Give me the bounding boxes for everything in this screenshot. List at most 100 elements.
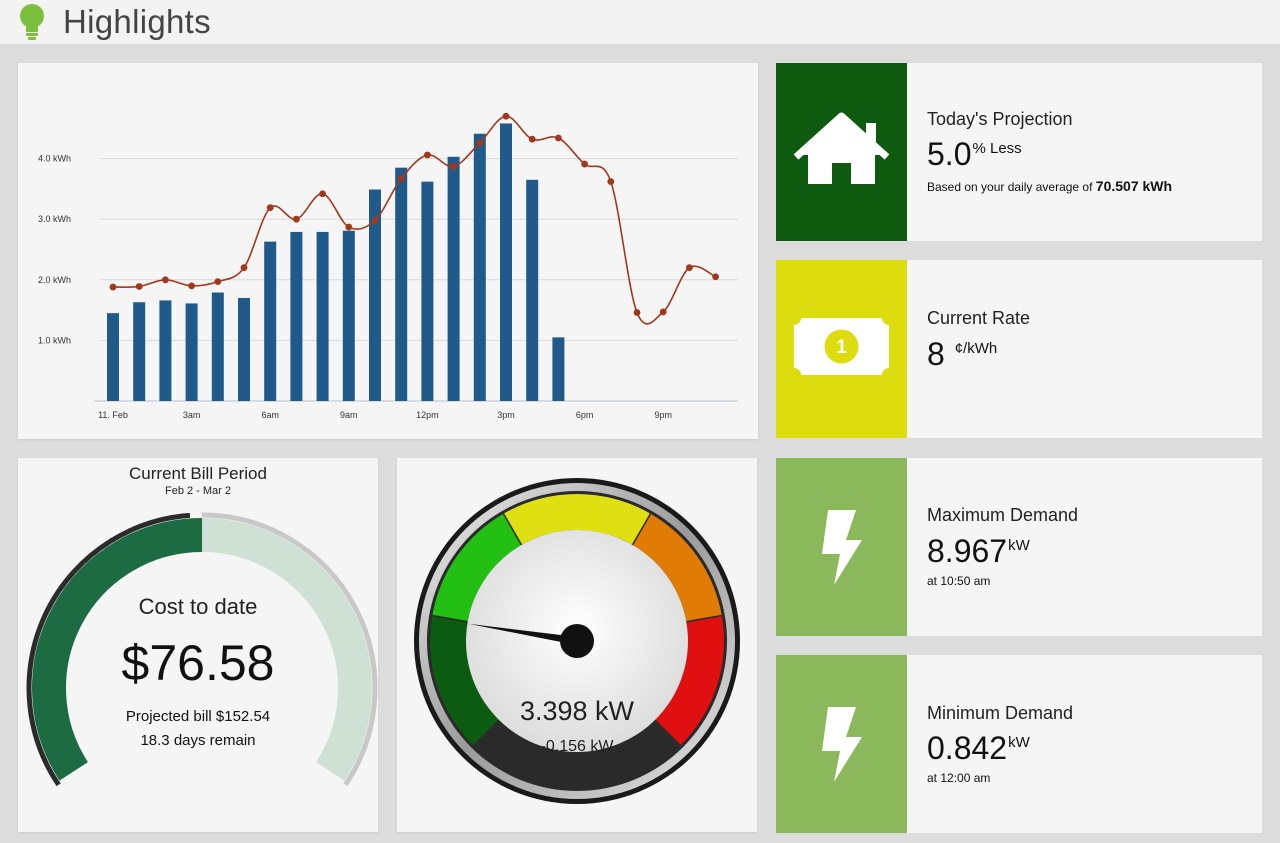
average-point [659,308,667,316]
x-tick-label: 12pm [416,410,439,420]
average-point [397,175,405,182]
bill-period-title: Current Bill Period [129,464,267,483]
min-demand-label: Minimum Demand [927,703,1074,723]
maximum-demand-card: Maximum Demand 8.967kW at 10:50 am [776,458,1262,636]
gauge-band-divider [502,513,523,546]
bill-period-dates: Feb 2 - Mar 2 [164,485,232,497]
average-point [319,190,326,198]
min-demand-value-line: 0.842kW [927,730,1030,767]
min-demand-time: at 12:00 am [927,771,991,785]
svg-text:1: 1 [836,337,847,358]
average-point [345,223,353,231]
usage-chart-panel: 1.0 kWh 2.0 kWh 3.0 kWh 4.0 kWh 11. Feb 3am 6a… [18,63,758,439]
gauge-band-divider [432,614,468,623]
average-point [424,151,431,159]
usage-bar [185,303,198,401]
usage-bar [264,241,277,401]
cost-to-date-label: Cost to date [138,594,258,619]
max-demand-icon-box [776,458,907,636]
usage-bar [395,167,408,401]
top-bar: Highlights [0,0,1280,44]
usage-bar [526,179,539,401]
gauge-hub [560,624,594,658]
average-point [581,160,588,168]
average-point [476,139,484,147]
average-point [188,282,196,290]
x-tick-label: 3am [183,410,201,420]
average-point [135,283,143,290]
average-point [240,264,248,272]
gauge-band [503,494,651,545]
x-tick-label: 6pm [576,410,594,420]
average-point [502,112,510,120]
gauge-band-divider [631,513,652,546]
days-remaining: 18.3 days remain [140,732,256,749]
projection-value: 5.0 [927,136,972,172]
rate-value: 8 [927,336,945,372]
bill-arc-edge [201,512,378,787]
x-tick-label: 11. Feb [98,410,128,420]
max-demand-time: at 10:50 am [927,574,991,588]
usage-bar [342,230,355,401]
current-demand-value: 3.398 kW [519,696,635,726]
usage-bar [447,156,460,401]
rate-unit: ¢/kWh [954,340,998,357]
average-point [162,276,169,284]
max-demand-label: Maximum Demand [927,505,1079,525]
lightbulb-icon [20,4,44,40]
gauge-band-divider [686,614,722,623]
min-demand-icon-box [776,655,907,833]
average-point [214,278,222,286]
rate-icon-box: 1 [776,260,907,438]
rate-value-line: 8 ¢/kWh [927,336,997,373]
projection-sub: Based on your daily average of 70.507 kW… [927,178,1172,194]
usage-bar [421,181,434,401]
max-demand-unit: kW [1008,537,1030,554]
average-point [450,163,457,170]
usage-bar [552,337,565,401]
bill-arc-progress [32,518,203,781]
y-tick-label: 3.0 kWh [38,214,71,224]
projection-label: Today's Projection [927,109,1073,129]
usage-bar [290,231,303,401]
y-tick-label: 4.0 kWh [38,154,71,164]
usage-bar [500,123,512,401]
bill-period-panel: Current Bill Period Feb 2 - Mar 2 Cost t… [18,458,378,832]
y-tick-label: 2.0 kWh [38,275,71,285]
y-tick-label: 1.0 kWh [38,335,71,345]
gauge-color-bands [430,494,724,745]
x-tick-label: 6am [261,410,279,420]
projection-unit: % Less [972,140,1022,157]
gauge-band [430,615,499,745]
todays-projection-card: Today's Projection 5.0% Less Based on yo… [776,63,1262,241]
projection-sub-prefix: Based on your daily average of [927,180,1093,194]
average-point [109,283,117,291]
projection-icon-box [776,63,907,241]
max-demand-value: 8.967 [927,533,1008,569]
demand-change-value: -0.156 kW [540,738,614,755]
average-point [371,217,379,224]
rate-label: Current Rate [927,308,1031,328]
average-point [686,264,693,272]
gauge-band [655,615,724,745]
average-point [528,135,536,143]
demand-gauge-panel: 3.398 kW -0.156 kW [397,458,757,832]
bill-arc-remaining [201,518,372,781]
lightning-icon [822,707,862,782]
usage-bar [316,231,329,401]
gauge-needle-shape [468,623,578,645]
gauge-band [632,513,722,622]
average-point [555,134,562,142]
bill-arc-edge [26,512,191,787]
average-point [633,309,641,316]
current-rate-card: 1 Current Rate 8 ¢/kWh [776,260,1262,438]
bill-progress-arc [26,512,378,787]
average-point [607,178,615,186]
usage-bar [473,133,486,401]
average-point [712,273,719,281]
gauge-band [432,513,522,622]
projected-bill: Projected bill $152.54 [125,708,271,725]
projection-value-line: 5.0% Less [927,136,1022,173]
usage-bar [107,313,119,401]
usage-bar [238,297,250,401]
